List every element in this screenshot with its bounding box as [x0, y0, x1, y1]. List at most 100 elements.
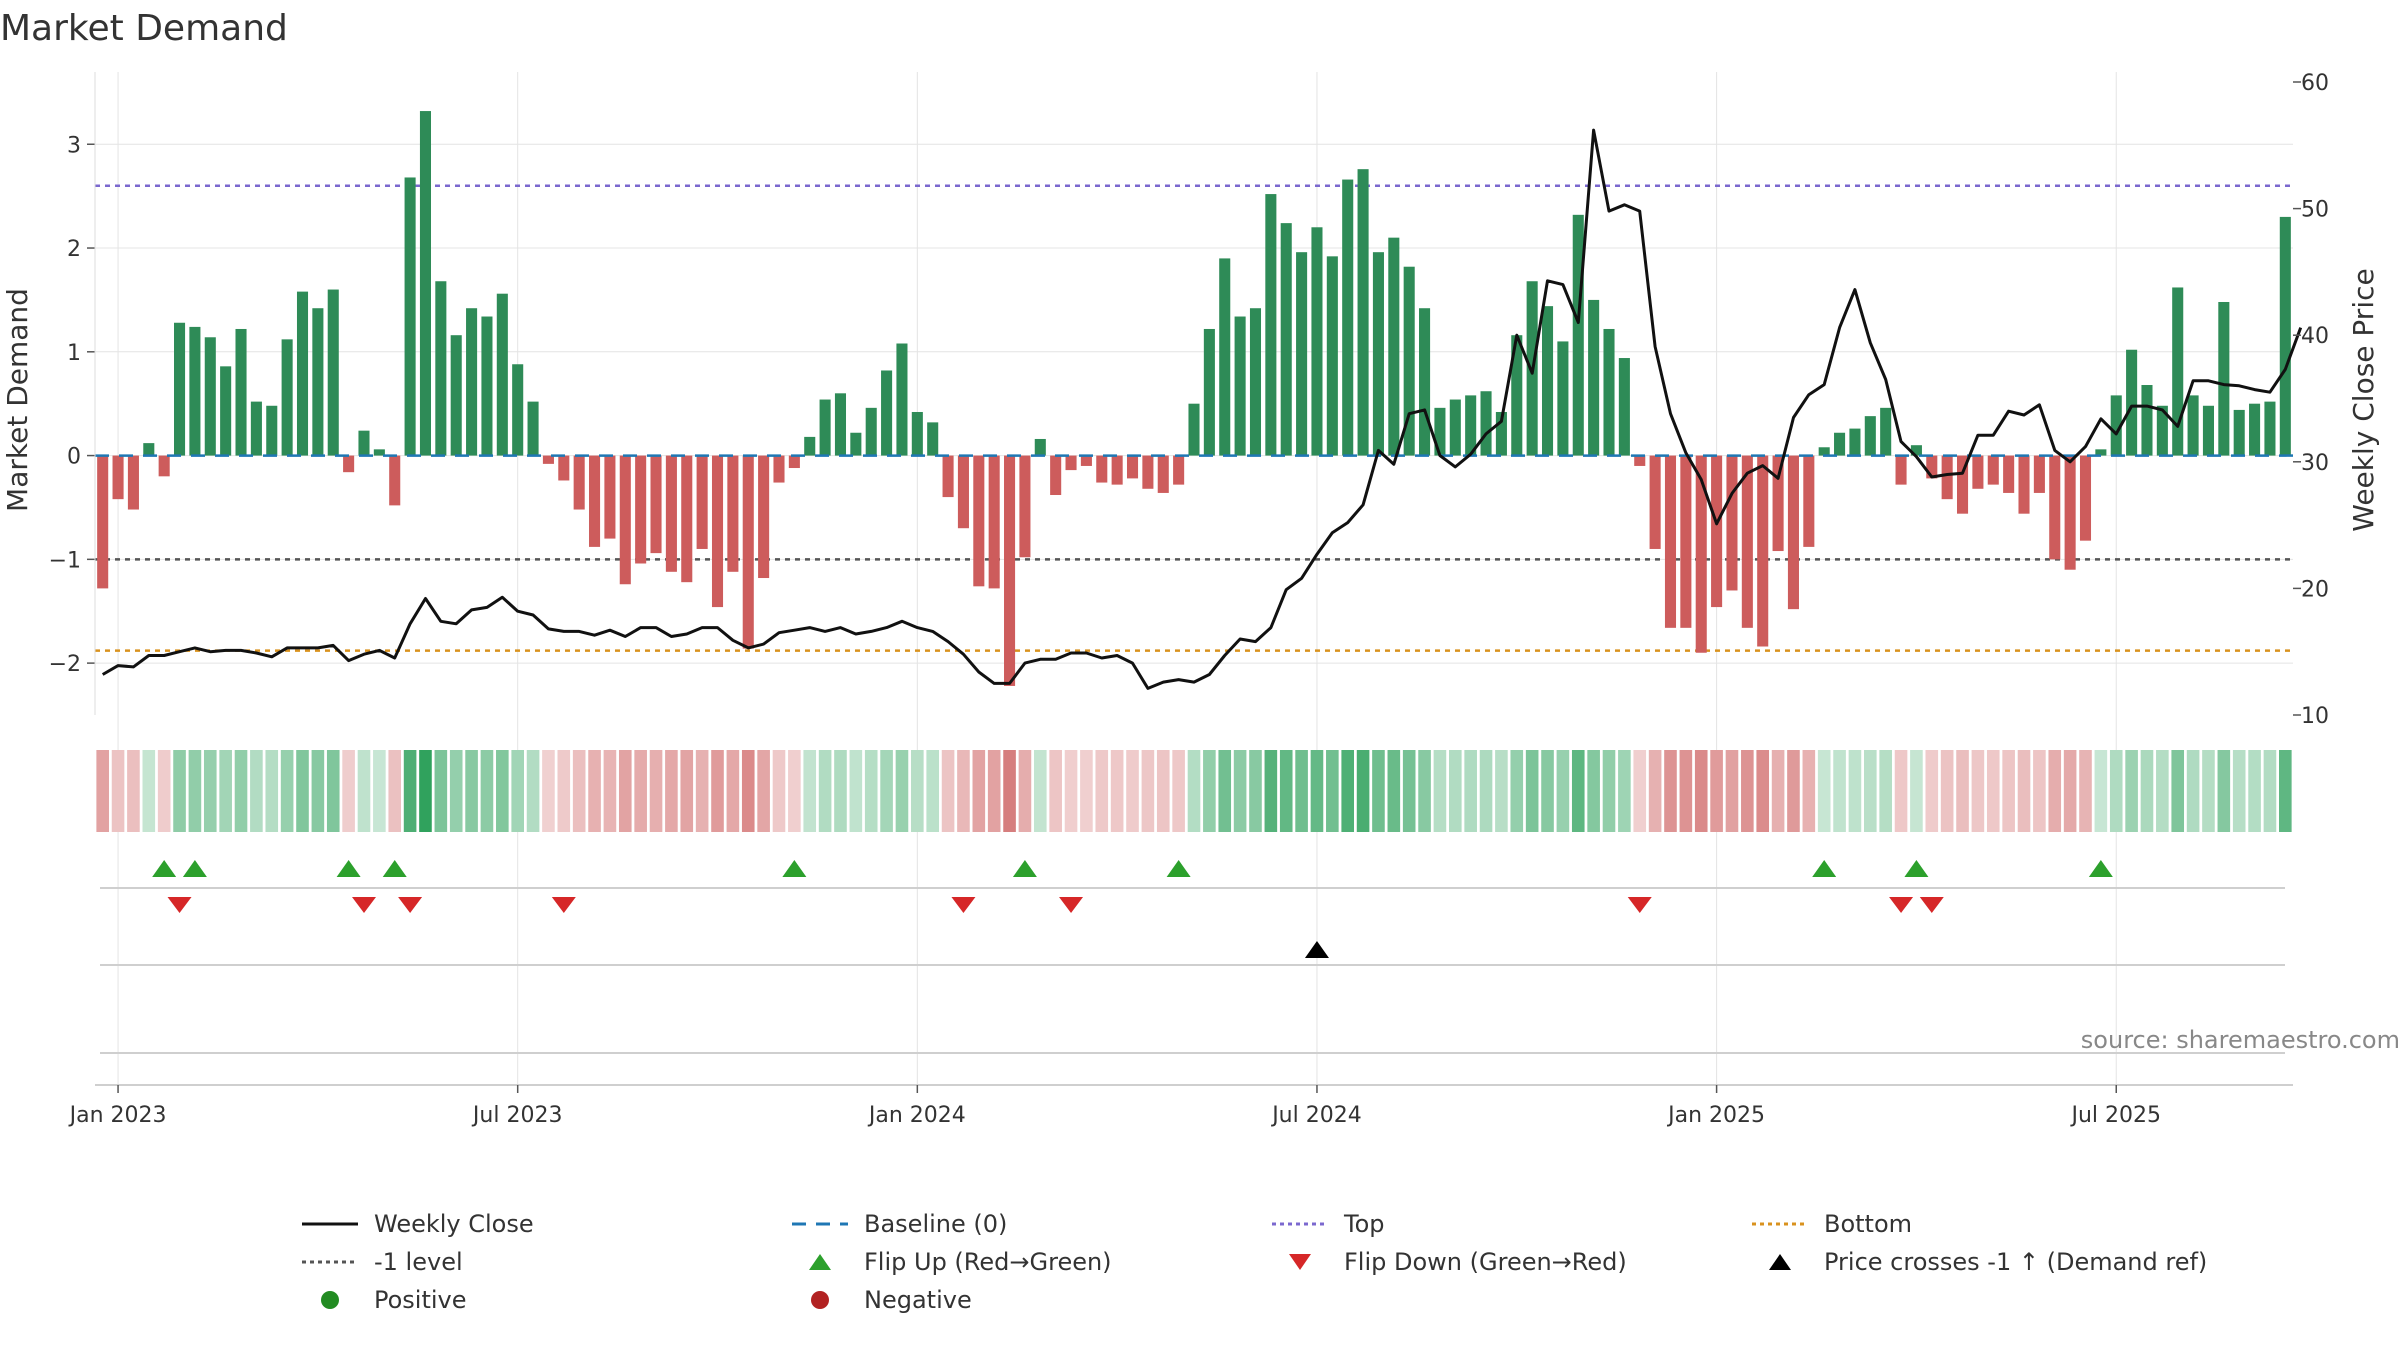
right-tick-label: 10 — [2301, 704, 2329, 729]
heat-cell — [1510, 750, 1524, 832]
legend-price-cross: Price crosses -1 ↑ (Demand ref) — [1750, 1244, 2207, 1280]
demand-bar — [158, 455, 170, 477]
heat-cell — [634, 750, 647, 832]
heat-cell — [711, 750, 724, 832]
left-tick-label: −1 — [49, 548, 81, 573]
flip-up-marker — [1166, 860, 1191, 877]
heat-cell — [1910, 750, 1923, 832]
left-tick-label: −2 — [49, 652, 81, 677]
price-cross-marker — [1304, 941, 1329, 958]
flip-down-marker — [1627, 897, 1652, 913]
demand-bar — [1695, 455, 1707, 653]
heat-cell — [127, 750, 140, 832]
heat-cell — [296, 750, 309, 832]
demand-bar — [1987, 455, 1999, 485]
flip-up-marker — [336, 860, 361, 877]
demand-bar — [1311, 227, 1323, 456]
flip-down-marker — [167, 897, 192, 913]
demand-bar — [758, 455, 770, 579]
dashed-line-icon — [792, 1222, 848, 1226]
heat-cell — [511, 750, 524, 832]
demand-bar — [1449, 399, 1461, 456]
heat-cell — [1249, 750, 1262, 832]
x-tick-label: Jan 2024 — [867, 1103, 966, 1128]
demand-bar — [220, 366, 232, 456]
demand-bar — [312, 308, 324, 456]
heat-cell — [987, 750, 1001, 832]
demand-bar — [1050, 455, 1062, 496]
demand-bar — [1388, 237, 1400, 456]
demand-bar — [1541, 306, 1554, 456]
demand-bar — [1803, 455, 1815, 547]
demand-bar — [343, 455, 355, 473]
heat-cell — [1295, 750, 1308, 832]
heat-cell — [1956, 750, 1969, 832]
heat-cell — [603, 750, 617, 832]
legend-minus1-level: -1 level — [300, 1244, 463, 1280]
demand-bar — [957, 455, 969, 529]
demand-bar — [496, 293, 508, 456]
right-tick-label: 20 — [2301, 577, 2329, 602]
heat-cell — [880, 750, 893, 832]
heat-cell — [1141, 750, 1155, 832]
flip-up-marker — [1012, 860, 1037, 877]
heat-cell — [1771, 750, 1785, 832]
heat-cell — [1418, 750, 1431, 832]
reference-lines — [95, 184, 2293, 652]
heat-cell — [557, 750, 571, 832]
heat-cell — [1433, 750, 1447, 832]
demand-bar — [773, 455, 785, 483]
heat-cell — [2186, 750, 2200, 832]
demand-bar — [1188, 403, 1200, 456]
right-y-axis: 60 50 40 30 20 10 — [2293, 71, 2329, 729]
heat-cell — [1479, 750, 1493, 832]
heat-cell — [1602, 750, 1616, 832]
flip-down-marker — [1919, 897, 1944, 913]
flip-down-marker — [1059, 897, 1084, 913]
demand-bar — [542, 455, 554, 464]
demand-bar — [2156, 405, 2168, 456]
heat-cell — [1694, 750, 1708, 832]
heat-cell — [2217, 750, 2231, 832]
heat-cell — [2094, 750, 2108, 832]
demand-bar — [1649, 455, 1661, 549]
flip-down-marker — [398, 897, 423, 913]
left-tick-label: 2 — [67, 237, 81, 262]
heat-cell — [2156, 750, 2169, 832]
heat-cell — [2079, 750, 2092, 832]
demand-bar — [942, 455, 954, 498]
flip-up-marker — [782, 860, 807, 877]
demand-bar — [143, 443, 155, 456]
demand-bar — [1787, 455, 1799, 610]
x-tick-label: Jul 2023 — [471, 1103, 563, 1128]
heat-cell — [926, 750, 940, 832]
heat-cell — [1556, 750, 1570, 832]
heat-cell — [1833, 750, 1846, 832]
flip-up-marker — [1904, 860, 1929, 877]
heat-cell — [1571, 750, 1585, 832]
flip-down-marker — [951, 897, 976, 913]
heat-cell — [434, 750, 448, 832]
heat-cell — [1817, 750, 1831, 832]
demand-bar — [573, 455, 585, 510]
heat-cell — [1264, 750, 1278, 832]
demand-bar — [1895, 455, 1907, 485]
heat-cell — [1018, 750, 1032, 832]
demand-bar — [250, 401, 262, 456]
legend-negative: Negative — [790, 1282, 972, 1318]
demand-bar — [1618, 358, 1630, 456]
demand-bar — [788, 455, 800, 469]
weekly-close-polyline — [101, 128, 2303, 690]
heat-cell — [1495, 750, 1508, 832]
demand-bar — [2126, 349, 2138, 456]
demand-bar — [1357, 169, 1369, 456]
demand-bar — [1726, 455, 1738, 591]
right-tick-label: 30 — [2301, 451, 2329, 476]
demand-bar — [1849, 428, 1861, 456]
heat-cell — [403, 750, 417, 832]
heat-cell — [1326, 750, 1339, 832]
heat-cell — [526, 750, 540, 832]
legend-flip-down: Flip Down (Green→Red) — [1270, 1244, 1627, 1280]
demand-bar — [1096, 455, 1108, 483]
demand-bar — [1926, 455, 1938, 479]
